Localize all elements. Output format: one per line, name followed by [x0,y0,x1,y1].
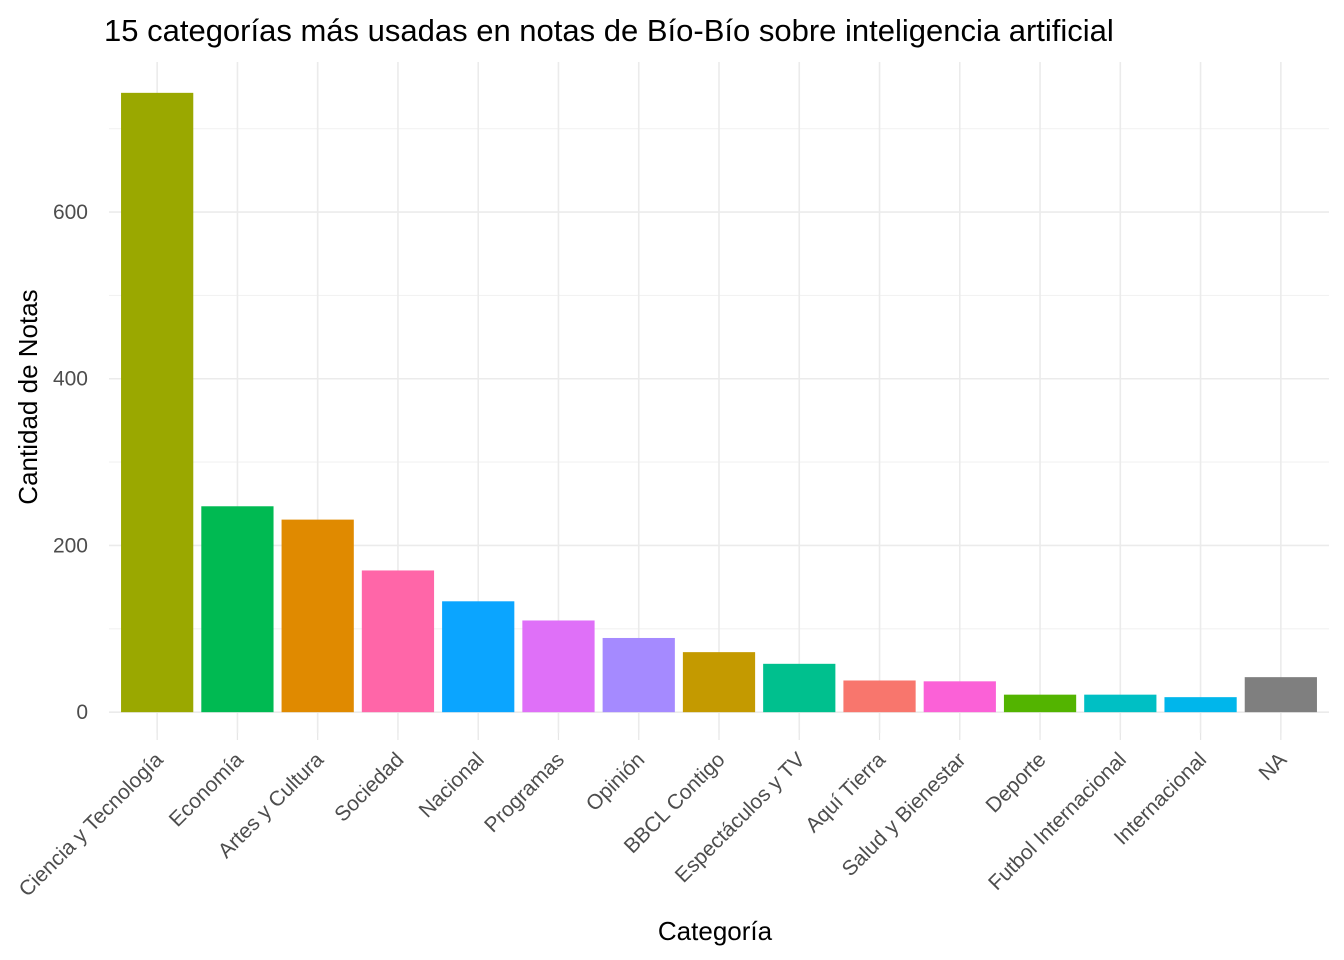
x-tick-label: Nacional [415,748,489,822]
x-tick-label: NA [1254,748,1291,785]
x-tick-label: Futbol Internacional [984,748,1131,895]
y-tick-label: 200 [53,534,88,557]
bar [201,506,274,713]
bars [121,92,1317,713]
y-tick-label: 400 [53,368,88,391]
x-tick-label: Programas [480,748,569,837]
bar [1003,694,1077,713]
x-tick-label: Economía [165,748,248,831]
bar [923,681,996,713]
x-tick-label: Opinión [582,748,649,815]
chart-title: 15 categorías más usadas en notas de Bío… [104,13,1114,48]
y-tick-label: 600 [53,201,88,224]
axis-ticks [156,733,1282,740]
x-tick-label: Sociedad [330,748,408,826]
y-tick-labels: 0 200 400 600 [53,201,88,724]
bar [1084,694,1157,713]
x-tick-label: Aquí Tierra [801,748,890,837]
bar [361,570,435,713]
bar [602,637,675,713]
bar [281,519,354,713]
x-axis-title: Categoría [658,916,773,946]
bar [843,680,916,713]
bar [1164,697,1237,713]
y-axis-title: Cantidad de Notas [13,289,43,504]
bar [763,663,836,713]
bar [1244,677,1317,713]
x-tick-label: Ciencia y Tecnología [15,748,168,901]
x-tick-label: Deporte [981,748,1050,817]
bar [121,92,194,713]
bar [522,620,595,713]
y-tick-label: 0 [76,701,88,724]
bar [442,601,515,713]
bar [682,652,756,713]
